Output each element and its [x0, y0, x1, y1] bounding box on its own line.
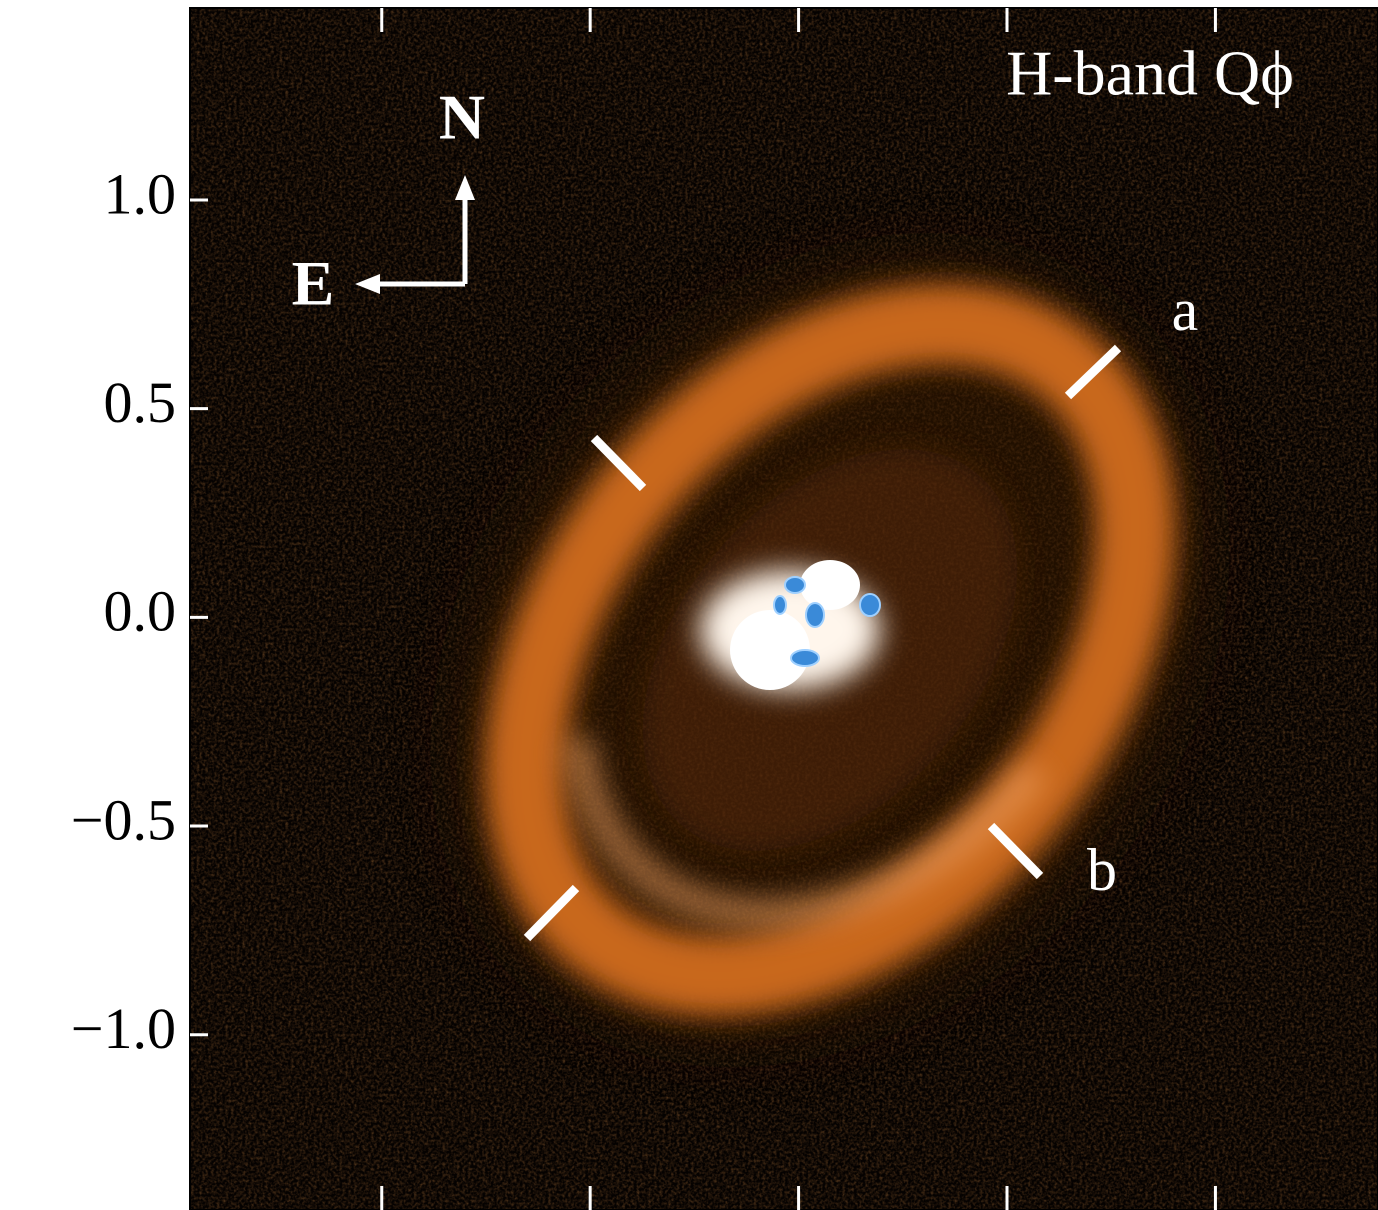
- chart: H-band Qϕ N E a b 1.0 0.5 0.0 −0.5 −1.0: [0, 0, 1378, 1210]
- annotation: a: [1172, 277, 1199, 343]
- y-tick-label: 0.0: [104, 579, 177, 644]
- annotation: E: [292, 248, 335, 319]
- annotation: N: [439, 82, 485, 153]
- chart-title: H-band Qϕ: [1006, 38, 1294, 109]
- y-tick-label: 0.5: [104, 370, 177, 435]
- y-tick-label: −0.5: [71, 787, 176, 852]
- y-tick-label: −1.0: [71, 996, 176, 1061]
- annotation: b: [1087, 837, 1117, 903]
- y-tick-label: 1.0: [104, 161, 177, 226]
- image: [190, 8, 1378, 1210]
